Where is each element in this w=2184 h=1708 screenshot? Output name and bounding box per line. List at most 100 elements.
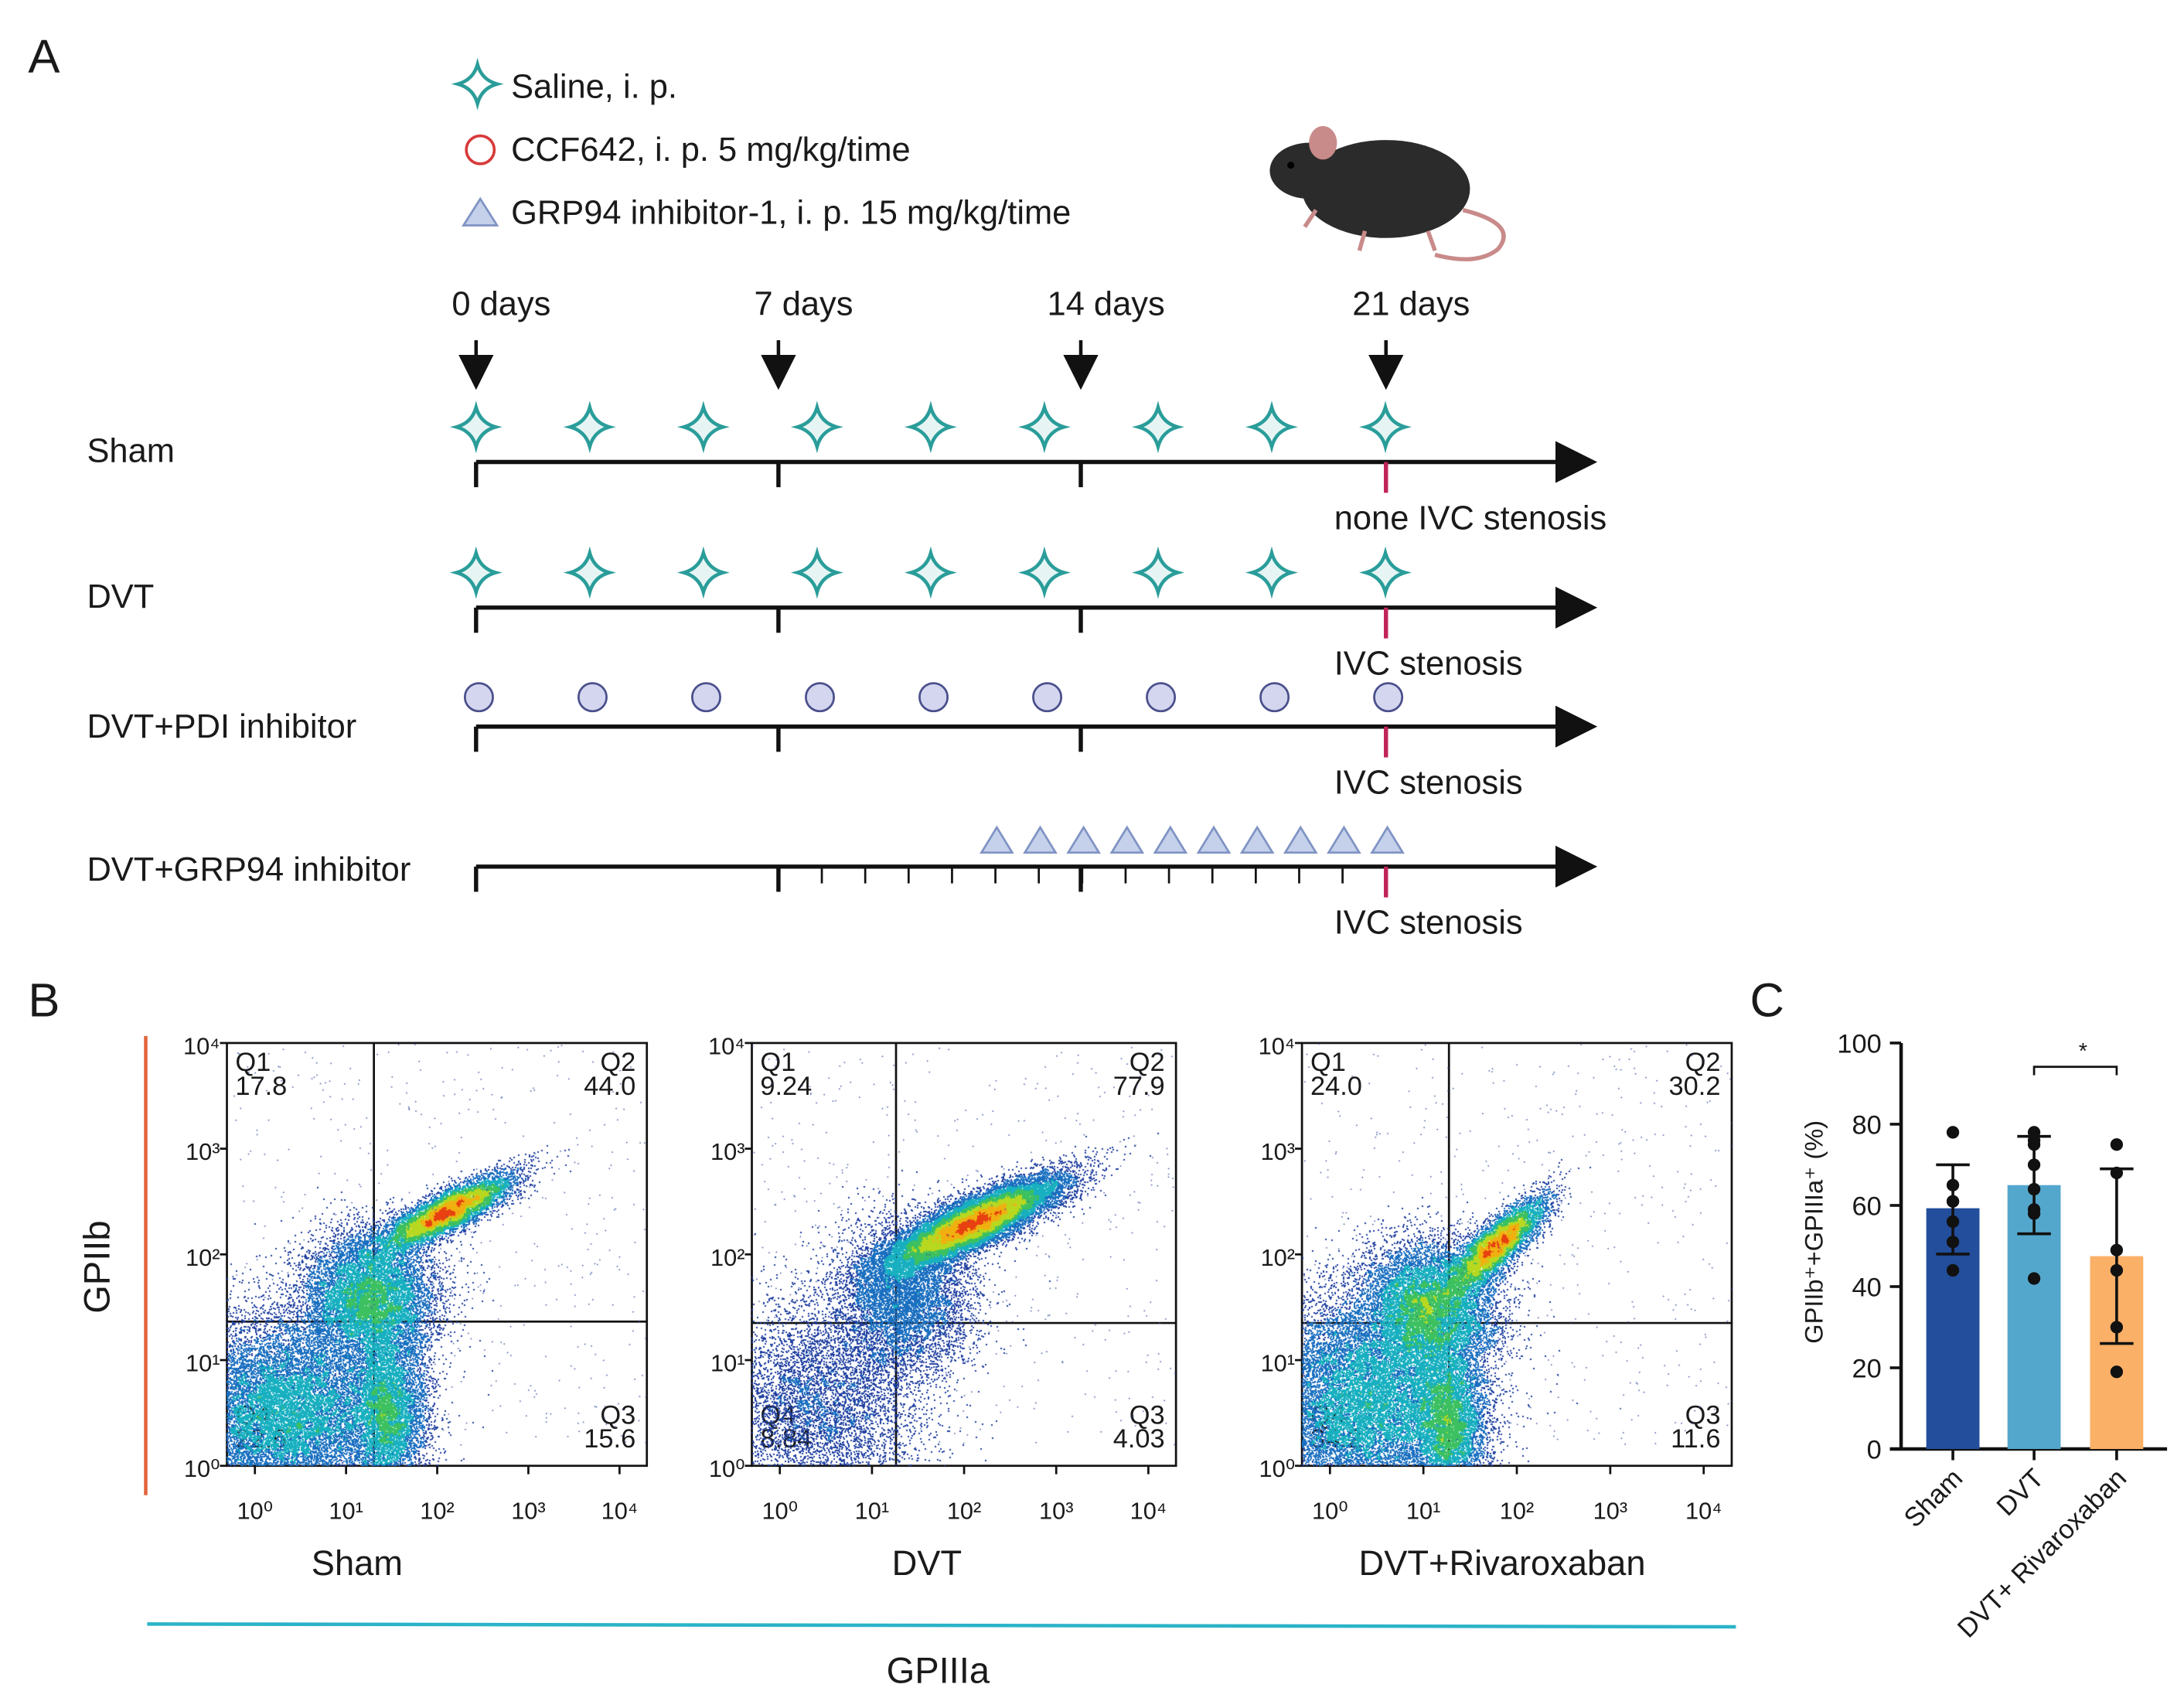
day-label: 7 days bbox=[755, 285, 853, 322]
x-tick-label: 10¹ bbox=[1406, 1498, 1440, 1525]
star-icon bbox=[1132, 401, 1184, 454]
x-tick-label: 10⁰ bbox=[237, 1498, 273, 1525]
y-tick-label: 60 bbox=[1852, 1192, 1881, 1222]
row-note: IVC stenosis bbox=[1334, 905, 1523, 942]
mouse-illustration bbox=[1269, 125, 1506, 262]
row-note: IVC stenosis bbox=[1334, 765, 1523, 802]
y-tick-label: 10⁴ bbox=[708, 1032, 744, 1059]
y-tick-label: 10² bbox=[186, 1244, 220, 1271]
flow-density-0 bbox=[227, 1043, 647, 1467]
day-label: 14 days bbox=[1048, 285, 1165, 322]
y-tick-label: 80 bbox=[1852, 1111, 1881, 1140]
triangle-icon bbox=[1109, 825, 1145, 854]
star-icon bbox=[1018, 401, 1071, 454]
circle-icon bbox=[805, 682, 835, 713]
row-note: none IVC stenosis bbox=[1334, 499, 1607, 537]
flow-density-2 bbox=[1302, 1043, 1733, 1467]
star-icon bbox=[904, 546, 957, 599]
star-icon bbox=[676, 546, 730, 599]
data-point bbox=[1946, 1263, 1960, 1277]
day-label: 21 days bbox=[1352, 285, 1470, 322]
x-tick-label: 10² bbox=[947, 1498, 981, 1525]
y-tick-label: 10³ bbox=[710, 1138, 744, 1165]
star-icon bbox=[563, 546, 616, 599]
star-icon bbox=[904, 401, 957, 454]
flow-plot-title: DVT+Rivaroxaban bbox=[1359, 1543, 1646, 1583]
y-tick-label: 0 bbox=[1867, 1436, 1882, 1465]
y-tick-label: 10⁰ bbox=[184, 1455, 220, 1482]
star-icon bbox=[676, 401, 730, 454]
data-point bbox=[1946, 1126, 1960, 1139]
flow-plot-title: DVT bbox=[892, 1543, 963, 1583]
triangle-icon bbox=[462, 196, 499, 227]
flow-x-label: GPIIIa bbox=[887, 1649, 990, 1690]
legend: Saline, i. p. CCF642, i. p. 5 mg/kg/time… bbox=[451, 57, 1071, 232]
data-point bbox=[1946, 1195, 1960, 1208]
x-tick-label: 10⁰ bbox=[1312, 1498, 1348, 1525]
x-tick-label: 10² bbox=[420, 1498, 454, 1525]
data-point bbox=[2027, 1272, 2041, 1285]
triangle-icon bbox=[1283, 825, 1318, 854]
x-tick-label: 10² bbox=[1500, 1498, 1534, 1525]
data-point bbox=[2027, 1158, 2041, 1171]
y-tick-label: 10¹ bbox=[1261, 1350, 1295, 1377]
x-tick-label: 10⁰ bbox=[762, 1498, 798, 1525]
y-tick-label: 10² bbox=[1261, 1244, 1295, 1271]
triangle-icon bbox=[1196, 825, 1232, 854]
data-point bbox=[2027, 1138, 2041, 1151]
data-point bbox=[2110, 1166, 2124, 1180]
day-label: 0 days bbox=[451, 285, 550, 322]
x-tick-label: 10³ bbox=[511, 1498, 545, 1525]
y-tick-label: 20 bbox=[1852, 1355, 1881, 1384]
triangle-icon bbox=[980, 825, 1014, 854]
star-icon bbox=[1018, 546, 1071, 599]
triangle-icon bbox=[1370, 825, 1405, 854]
circle-icon bbox=[1373, 682, 1404, 713]
circle-icon bbox=[577, 682, 608, 713]
legend-label: GRP94 inhibitor-1, i. p. 15 mg/kg/time bbox=[511, 195, 1071, 232]
flow-plot-title: Sham bbox=[312, 1543, 403, 1583]
star-icon bbox=[449, 401, 503, 454]
x-tick-label: 10¹ bbox=[855, 1498, 889, 1525]
timeline: 0 days 7 days 14 days 21 days Sham none IVC s… bbox=[87, 285, 1606, 941]
row-label: DVT+GRP94 inhibitor bbox=[87, 851, 411, 888]
circle-icon bbox=[1146, 682, 1177, 713]
panel-label-c: C bbox=[1750, 974, 1784, 1028]
triangle-icon bbox=[1153, 825, 1188, 854]
row-note: IVC stenosis bbox=[1334, 646, 1523, 683]
row-label: DVT+PDI inhibitor bbox=[87, 708, 356, 745]
x-tick-label: DVT bbox=[1991, 1464, 2050, 1522]
star-icon bbox=[563, 401, 616, 454]
star-icon bbox=[1245, 401, 1298, 454]
y-tick-label: 10³ bbox=[186, 1138, 220, 1165]
data-point bbox=[2110, 1365, 2124, 1379]
y-tick-label: 10² bbox=[710, 1244, 744, 1271]
y-tick-label: 10⁴ bbox=[183, 1032, 220, 1059]
x-tick-label: 10⁴ bbox=[1130, 1498, 1167, 1525]
panel-label-a: A bbox=[28, 30, 60, 84]
x-tick-label: 10¹ bbox=[329, 1498, 363, 1525]
x-tick-label: 10³ bbox=[1593, 1498, 1627, 1525]
y-axis-label: GPIIb⁺+GPIIIa⁺ (%) bbox=[1800, 1120, 1828, 1344]
star-icon bbox=[1245, 546, 1298, 599]
circle-icon bbox=[1032, 682, 1063, 713]
data-point bbox=[2110, 1138, 2124, 1151]
circle-icon bbox=[463, 682, 494, 713]
data-point bbox=[1946, 1236, 1960, 1249]
flow-density-1 bbox=[751, 1043, 1177, 1467]
x-tick-label: 10⁴ bbox=[601, 1498, 638, 1525]
x-tick-label: Sham bbox=[1899, 1464, 1968, 1533]
star-icon bbox=[1132, 546, 1184, 599]
circle-icon bbox=[1259, 682, 1290, 713]
y-tick-label: 10¹ bbox=[710, 1350, 744, 1377]
data-point bbox=[2110, 1321, 2124, 1334]
data-point bbox=[2027, 1182, 2041, 1196]
y-tick-label: 10¹ bbox=[186, 1350, 220, 1377]
y-tick-label: 10⁴ bbox=[1259, 1032, 1295, 1059]
data-point bbox=[2027, 1207, 2041, 1220]
flow-y-label: GPIIb bbox=[76, 1220, 117, 1313]
significance-bracket bbox=[2032, 1065, 2118, 1076]
star-icon bbox=[451, 57, 504, 111]
data-point bbox=[1946, 1178, 1960, 1192]
legend-label: CCF642, i. p. 5 mg/kg/time bbox=[511, 131, 911, 169]
